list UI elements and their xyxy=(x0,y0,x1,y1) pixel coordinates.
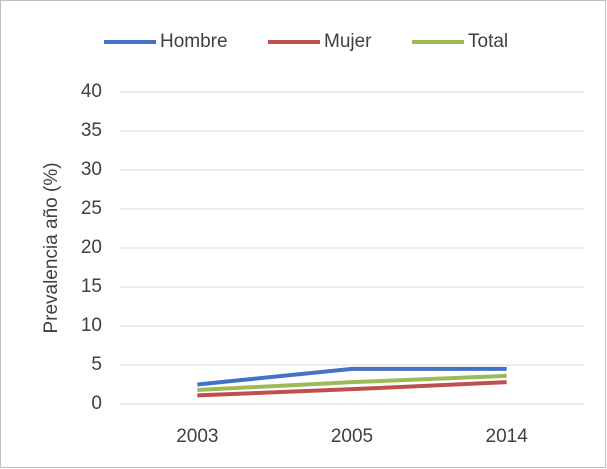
legend-label: Hombre xyxy=(160,31,228,52)
legend-label: Mujer xyxy=(324,31,372,52)
y-tick-label: 10 xyxy=(81,315,102,336)
y-tick-label: 35 xyxy=(81,120,102,141)
x-tick-label: 2005 xyxy=(331,426,373,447)
y-tick-label: 15 xyxy=(81,276,102,297)
y-axis-label: Prevalencia año (%) xyxy=(41,162,62,333)
series-line xyxy=(197,373,507,392)
x-tick-label: 2014 xyxy=(486,426,529,447)
y-tick-label: 40 xyxy=(81,81,102,102)
x-tick-label: 2003 xyxy=(176,426,218,447)
y-tick-label: 5 xyxy=(91,354,102,375)
y-tick-label: 20 xyxy=(81,237,102,258)
y-tick-label: 25 xyxy=(81,198,102,219)
y-tick-label: 30 xyxy=(81,159,102,180)
y-tick-label: 0 xyxy=(91,393,102,414)
series-line xyxy=(197,380,507,398)
legend-label: Total xyxy=(468,31,508,52)
series-line xyxy=(197,366,507,387)
